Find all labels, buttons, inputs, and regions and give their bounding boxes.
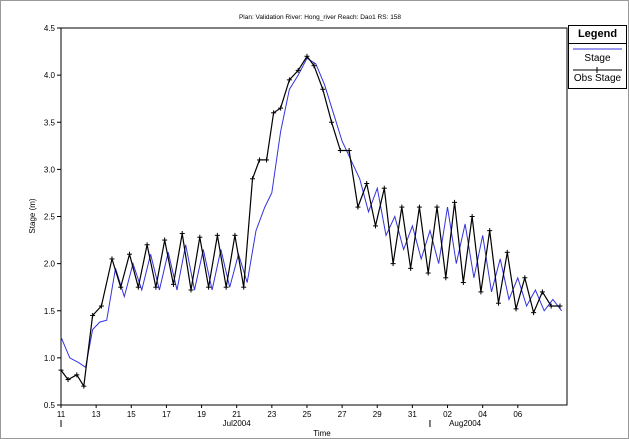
obs-stage-marker [188, 287, 194, 293]
obs-stage-marker [295, 67, 301, 73]
obs-stage-marker [197, 234, 203, 240]
x-tick-label: 02 [443, 410, 452, 419]
y-tick-label: 0.5 [44, 401, 56, 410]
obs-stage-marker [65, 377, 71, 383]
obs-stage-marker [206, 284, 212, 290]
x-tick-label: 25 [303, 410, 312, 419]
x-tick-label: 06 [513, 410, 522, 419]
y-tick-label: 4.0 [44, 71, 56, 80]
obs-stage-marker [241, 284, 247, 290]
obs-stage-marker [271, 110, 277, 116]
obs-stage-marker [399, 204, 405, 210]
obs-stage-marker [250, 176, 256, 182]
obs-stage-marker [460, 279, 466, 285]
obs-stage-marker [504, 249, 510, 255]
x-tick-label: 13 [92, 410, 101, 419]
y-tick-label: 4.5 [44, 24, 56, 33]
x-axis-label: Time [313, 429, 331, 438]
obs-stage-marker [372, 223, 378, 229]
obs-stage-marker [320, 86, 326, 92]
obs-stage-marker [337, 148, 343, 154]
obs-stage-marker [144, 242, 150, 248]
obs-stage-marker [408, 265, 414, 271]
obs-stage-marker [170, 281, 176, 287]
x-tick-label: 23 [267, 410, 276, 419]
obs-stage-marker [278, 105, 284, 111]
x-tick-label: 29 [373, 410, 382, 419]
y-tick-label: 2.5 [44, 213, 56, 222]
obs-stage-marker [416, 204, 422, 210]
obs-stage-marker [135, 284, 141, 290]
obs-stage-marker [304, 53, 310, 59]
x-tick-label: 15 [127, 410, 136, 419]
obs-stage-marker [127, 251, 133, 257]
obs-stage-marker [81, 383, 87, 389]
obs-stage-marker [179, 230, 185, 236]
month-label: Aug2004 [449, 419, 482, 428]
y-tick-label: 1.5 [44, 307, 56, 316]
legend-stage-label: Stage [584, 53, 611, 64]
chart-title: Plan: Validation River: Hong_river Reach… [239, 14, 401, 21]
y-tick-label: 2.0 [44, 260, 56, 269]
obs-stage-marker [478, 289, 484, 295]
obs-stage-marker [495, 300, 501, 306]
obs-stage-marker [434, 204, 440, 210]
x-tick-label: 04 [478, 410, 487, 419]
obs-stage-marker [118, 284, 124, 290]
obs-stage-marker [264, 157, 270, 163]
obs-stage-marker [522, 275, 528, 281]
obs-stage-marker [425, 270, 431, 276]
obs-stage-marker [381, 185, 387, 191]
obs-stage-marker [98, 303, 104, 309]
obs-stage-marker [548, 303, 554, 309]
obs-stage-marker [286, 77, 292, 83]
obs-stage-marker [443, 275, 449, 281]
obs-stage-marker [346, 148, 352, 154]
obs-stage-marker [109, 256, 115, 262]
obs-stage-marker [355, 204, 361, 210]
obs-stage-marker [513, 306, 519, 312]
obs-stage-marker [329, 119, 335, 125]
obs-stage-marker [153, 284, 159, 290]
obs-stage-marker [90, 312, 96, 318]
legend-title: Legend [577, 28, 618, 40]
obs-stage-marker [487, 228, 493, 234]
obs-stage-marker [469, 214, 475, 219]
legend: Legend Stage Obs Stage [568, 25, 627, 89]
y-axis-label: Stage (m) [28, 198, 37, 233]
y-axis: 0.5 1.0 1.5 2.0 2.5 3.0 3.5 4.0 4.5 [44, 24, 61, 410]
obs-stage-marker [311, 63, 317, 69]
obs-stage-marker [162, 237, 168, 243]
obs-stage-marker [74, 372, 80, 378]
legend-stage-swatch [573, 48, 622, 50]
x-tick-label: 21 [232, 410, 241, 419]
x-tick-label: 19 [197, 410, 206, 419]
x-axis: 11 13 15 17 19 21 23 25 27 29 31 02 04 06 Jul2004 Aug20… [57, 405, 523, 428]
obs-stage-marker [539, 289, 545, 295]
obs-stage-marker [531, 310, 537, 316]
obs-stage-marker [557, 303, 563, 309]
y-tick-label: 1.0 [44, 354, 56, 363]
obs-stage-marker [390, 261, 396, 267]
legend-divider [569, 43, 626, 44]
x-tick-label: 11 [57, 410, 66, 419]
y-tick-label: 3.0 [44, 165, 56, 174]
obs-stage-marker [364, 181, 370, 187]
obs-stage-marker [452, 199, 458, 205]
obs-stage-marker [257, 157, 263, 163]
obs-stage-marker [58, 367, 64, 373]
obs-stage-marker [214, 232, 220, 238]
legend-obs-stage-label: Obs Stage [573, 73, 622, 84]
obs-stage-marker [223, 284, 229, 290]
legend-obs-stage-swatch [573, 67, 622, 73]
obs-stage-marker [232, 232, 238, 238]
series-layer [58, 53, 563, 389]
month-label: Jul2004 [223, 419, 252, 428]
x-tick-label: 17 [162, 410, 171, 419]
y-tick-label: 3.5 [44, 118, 56, 127]
x-tick-label: 31 [408, 410, 417, 419]
x-tick-label: 27 [338, 410, 347, 419]
